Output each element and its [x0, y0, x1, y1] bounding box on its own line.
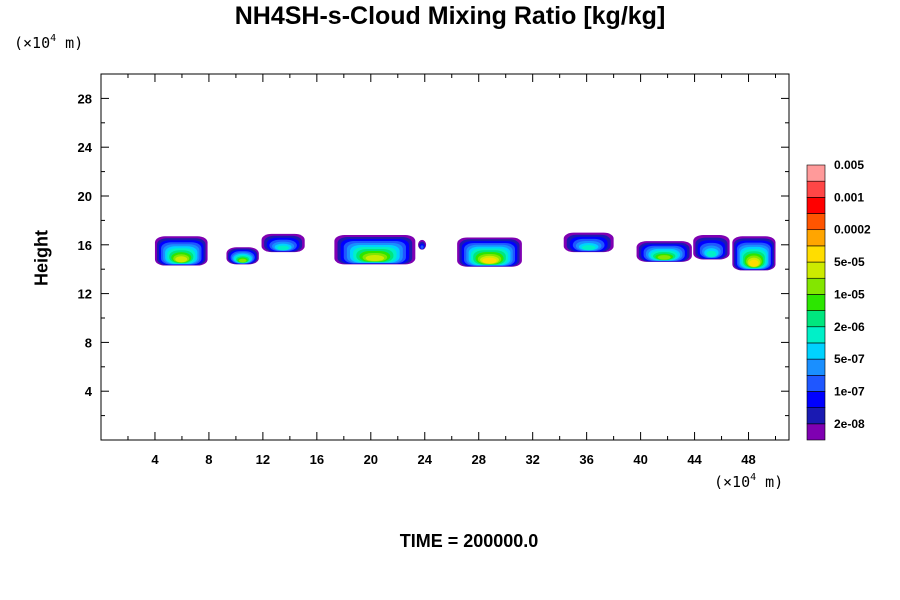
y-tick-label: 12 [78, 287, 92, 302]
chart-title: NH4SH-s-Cloud Mixing Ratio [kg/kg] [234, 2, 666, 30]
colorbar-swatch [806, 326, 826, 344]
cloud-contour [365, 255, 385, 262]
x-tick-label: 8 [205, 452, 212, 467]
cloud-patch [693, 235, 730, 260]
cloud-patch [334, 235, 416, 265]
colorbar-swatch [806, 423, 826, 441]
x-unit-tail: m) [756, 473, 784, 491]
colorbar-label: 5e-07 [834, 352, 865, 366]
y-axis-unit: (×104 m) [14, 33, 84, 52]
x-tick-label: 40 [633, 452, 647, 467]
colorbar-swatch [806, 358, 826, 376]
colorbar-swatch [806, 277, 826, 295]
x-tick-label: 28 [471, 452, 485, 467]
y-unit-base: (×10 [14, 34, 51, 52]
cloud-patch [226, 247, 259, 265]
colorbar-label: 2e-06 [834, 320, 865, 334]
colorbar-label: 0.005 [834, 158, 864, 172]
y-unit-tail: m) [56, 34, 84, 52]
cloud-patch [261, 233, 305, 253]
x-tick-label: 36 [579, 452, 593, 467]
cloud-contour [482, 257, 497, 264]
colorbar-label: 2e-08 [834, 417, 865, 431]
plot-frame [100, 73, 790, 441]
colorbar-swatch [806, 164, 826, 182]
y-tick-label: 8 [85, 335, 92, 350]
colorbar-swatch [806, 213, 826, 231]
x-tick-label: 24 [418, 452, 433, 467]
cloud-contour [238, 258, 247, 263]
x-tick-label: 4 [151, 452, 159, 467]
colorbar-swatch [806, 197, 826, 214]
colorbar-swatch [806, 310, 826, 328]
x-axis-unit: (×104 m) [714, 472, 784, 491]
colorbar-swatch [806, 180, 826, 198]
colorbar-label: 0.001 [834, 190, 864, 204]
cloud-contour [581, 245, 596, 251]
cloud-contour [657, 255, 671, 260]
x-tick-label: 20 [364, 452, 378, 467]
colorbar-label: 0.0002 [834, 223, 871, 237]
cloud-patch [418, 239, 427, 250]
y-tick-label: 4 [85, 384, 93, 399]
colorbar-swatch [806, 374, 826, 392]
cloud-contour [420, 245, 424, 249]
x-unit-base: (×10 [714, 473, 751, 491]
cloud-patch [636, 241, 692, 262]
colorbar-label: 1e-07 [834, 384, 865, 398]
x-tick-label: 48 [741, 452, 755, 467]
colorbar-swatch [806, 261, 826, 279]
cloud-contour [277, 245, 289, 251]
cloud-contour [175, 256, 188, 263]
cloud-contour [749, 259, 759, 267]
cloud-contour [706, 250, 717, 257]
colorbar-swatch [806, 229, 826, 247]
y-tick-label: 28 [78, 91, 92, 106]
cloud-patch [154, 236, 208, 266]
time-label: TIME = 200000.0 [399, 531, 539, 551]
colorbar-swatch [806, 294, 826, 311]
colorbar-label: 5e-05 [834, 255, 865, 269]
x-tick-label: 32 [525, 452, 539, 467]
y-tick-label: 16 [78, 238, 92, 253]
cloud-patch [563, 232, 614, 253]
colorbar-swatch [806, 342, 826, 360]
x-tick-label: 16 [310, 452, 324, 467]
cloud-layer [154, 232, 776, 271]
y-tick-label: 24 [78, 140, 93, 155]
cloud-patch [457, 237, 522, 267]
x-tick-label: 44 [687, 452, 702, 467]
y-tick-label: 20 [78, 189, 92, 204]
colorbar: 2e-08 1e-07 5e-07 2e-06 1e-05 5e-05 0.0002 0.00… [806, 158, 871, 441]
colorbar-swatch [806, 407, 826, 425]
colorbar-swatch [806, 391, 826, 408]
x-unit-exponent: 4 [750, 472, 757, 483]
colorbar-label: 1e-05 [834, 287, 865, 301]
y-unit-exponent: 4 [50, 33, 57, 44]
x-tick-label: 12 [256, 452, 270, 467]
colorbar-swatch [806, 245, 826, 263]
cloud-patch [732, 236, 776, 271]
